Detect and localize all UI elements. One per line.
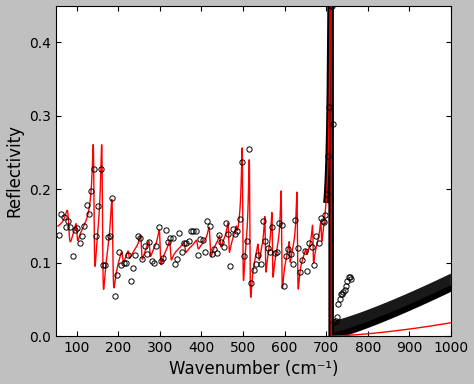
X-axis label: Wavenumber (cm⁻¹): Wavenumber (cm⁻¹) — [169, 361, 338, 379]
Y-axis label: Reflectivity: Reflectivity — [6, 124, 24, 217]
